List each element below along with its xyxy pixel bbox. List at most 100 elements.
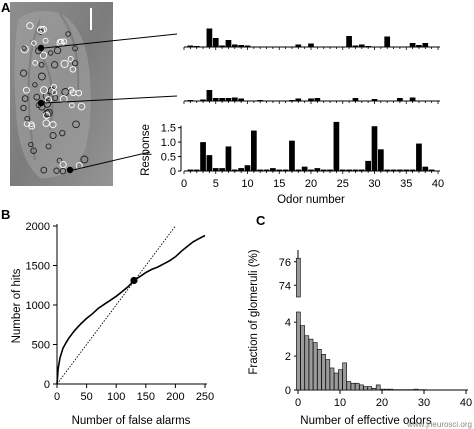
response-bar [339, 100, 346, 101]
panel-a-label: A [1, 0, 11, 15]
x-tick-label: 150 [137, 391, 155, 403]
response-bar [193, 169, 200, 171]
glomerulus-circle [69, 66, 77, 73]
glomerulus-circle [49, 121, 57, 129]
x-tick-label: 25 [337, 178, 349, 190]
response-bar [333, 46, 340, 47]
y-tick-label: 74 [279, 280, 291, 292]
glomerulus-circle [33, 93, 41, 101]
glomerulus-circle [56, 157, 63, 164]
histogram-bar [300, 325, 305, 391]
panel-b-x-axis-title: Number of false alarms [72, 415, 191, 427]
response-bar [397, 169, 403, 171]
response-bar [244, 100, 251, 101]
response-bar [314, 98, 321, 101]
response-bar [250, 100, 257, 101]
histogram-bar [350, 382, 356, 391]
response-bar [263, 100, 270, 101]
y-tick-label: 1.5 [161, 123, 176, 135]
panel-c-label: C [256, 213, 266, 228]
response-bar [371, 99, 378, 101]
response-bar [390, 100, 397, 101]
x-tick-label: 35 [400, 178, 412, 190]
response-bar [333, 100, 340, 101]
response-bar [225, 146, 232, 171]
glomerulus-circle [40, 166, 48, 174]
response-bar [416, 143, 422, 171]
response-bar [428, 46, 435, 47]
response-bar [250, 46, 257, 47]
x-tick-label: 0 [54, 391, 60, 403]
histogram-bar [380, 388, 385, 391]
response-bar [358, 44, 365, 47]
response-bar [314, 46, 321, 47]
histogram-bar [384, 388, 389, 391]
glomerulus-circle [26, 22, 34, 30]
glomerulus-circle [52, 95, 59, 101]
response-bar [428, 169, 435, 171]
glomerulus-circle [50, 61, 59, 69]
glomerulus-circle [77, 102, 86, 111]
glomerulus-circle [42, 37, 49, 44]
response-bar [193, 46, 200, 47]
panel-b-chart: 0 500 1000 1500 2000 0 50 100 150 200 250 Number … [11, 221, 214, 427]
response-bar [327, 100, 333, 101]
response-bar [308, 98, 314, 101]
glomerulus-circle [53, 167, 60, 174]
response-bar [308, 43, 314, 47]
response-bar [403, 46, 410, 47]
connector-line-bottom [72, 151, 151, 171]
panel-a-top-chart [183, 28, 440, 50]
histogram-bar [359, 384, 364, 391]
glomerulus-circle [38, 61, 45, 68]
response-bar [409, 169, 416, 171]
x-tick-label: 10 [241, 178, 253, 190]
x-tick-label: 100 [107, 391, 125, 403]
glomerulus-circle [59, 160, 67, 169]
response-bar [276, 46, 283, 47]
glomerulus-circle [51, 89, 58, 96]
response-bar [346, 36, 352, 47]
response-bar [339, 169, 346, 171]
histogram-bar [317, 348, 322, 391]
panel-a-y-axis-title: Response [140, 124, 152, 176]
glomerulus-circle [24, 115, 31, 122]
panel-b-label: B [1, 207, 10, 222]
response-bar [289, 100, 295, 101]
histogram-bar-lower [296, 311, 301, 391]
response-bar [301, 166, 308, 171]
response-bar [409, 43, 416, 47]
glomerulus-circle [22, 86, 30, 94]
response-bar [339, 46, 346, 47]
glomerulus-marker-3 [66, 166, 74, 174]
response-bar [390, 169, 397, 171]
glomerulus-circle [44, 108, 53, 117]
y-tick-label: 1500 [26, 261, 50, 273]
response-bar [397, 46, 403, 47]
panel-c-y-axis-title: Fraction of glomeruli (%) [248, 249, 260, 374]
glomerulus-circle [37, 72, 46, 81]
response-bar [282, 100, 289, 101]
histogram-bar [333, 372, 339, 391]
response-bar [301, 100, 308, 101]
response-bar [416, 100, 422, 101]
response-bar [231, 169, 238, 171]
x-tick-label: 20 [376, 397, 388, 409]
response-bar [212, 98, 219, 101]
response-bar [409, 97, 416, 101]
glomerulus-circle [71, 60, 79, 67]
response-bar [358, 100, 365, 101]
glomerulus-circle [50, 83, 57, 91]
response-bar [352, 169, 359, 171]
glomerulus-marker-1 [37, 44, 45, 52]
panel-a-y-ticks: 0 0.5 1.0 1.5 [161, 123, 182, 178]
response-bar [263, 169, 270, 171]
histogram-bar-upper [296, 257, 301, 298]
response-bar [352, 45, 359, 47]
glomerulus-circle [21, 95, 29, 102]
panel-a-x-ticks: 0 5 10 15 20 25 30 35 40 [181, 178, 444, 190]
response-bar [422, 43, 429, 47]
response-bar [187, 100, 194, 101]
response-bar [403, 169, 410, 171]
